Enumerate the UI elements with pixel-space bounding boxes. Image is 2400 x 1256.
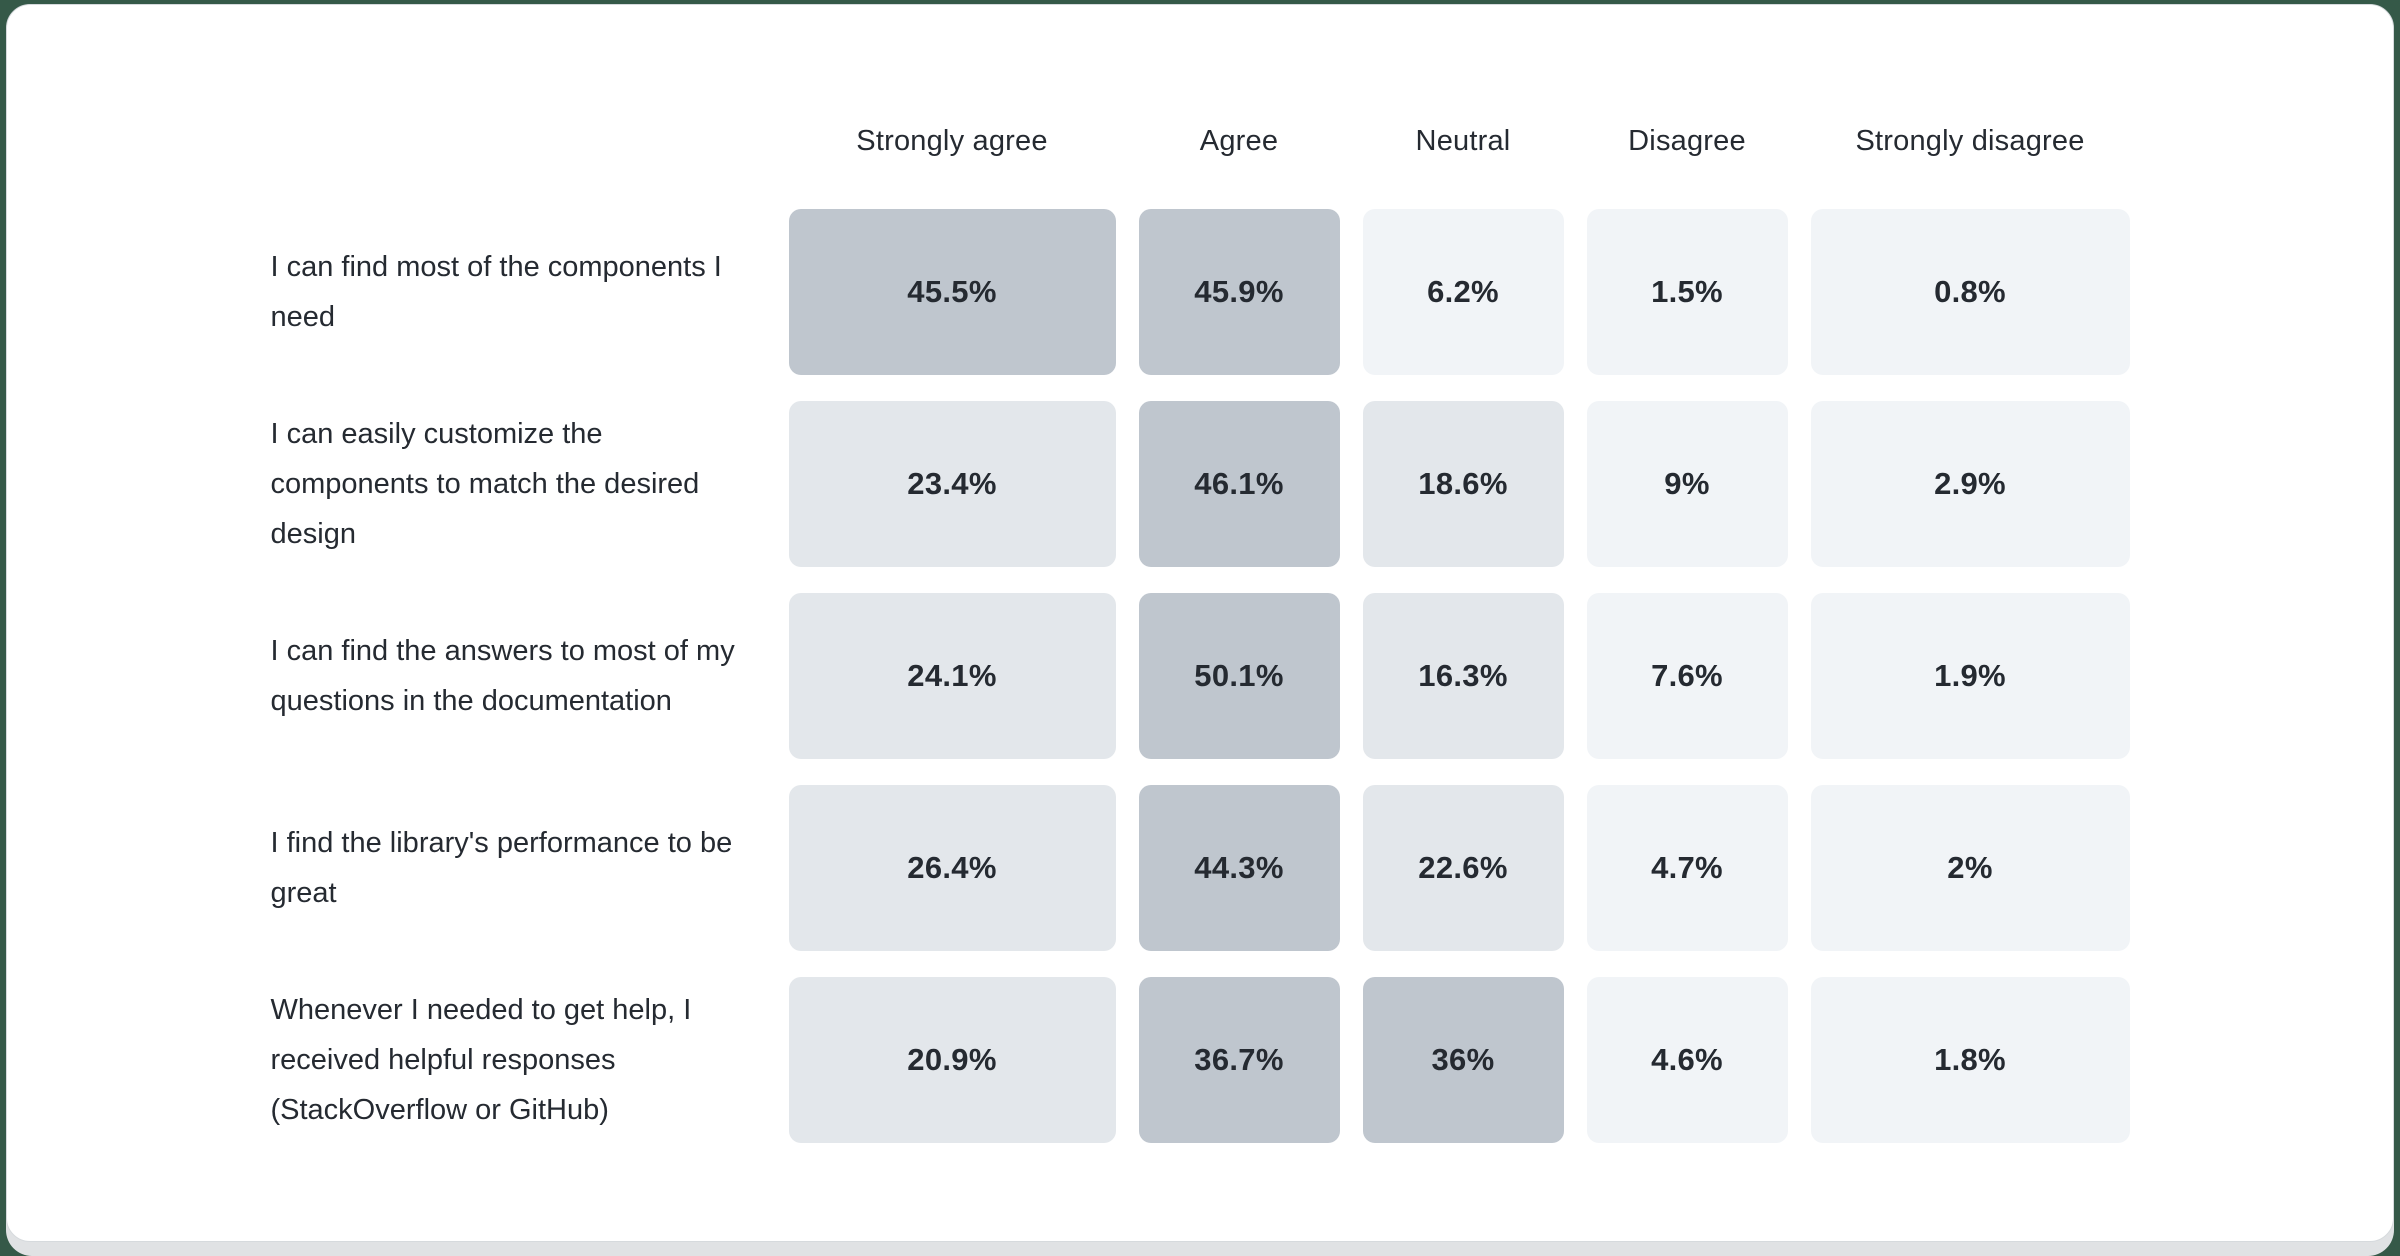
heatmap-cell: 18.6%	[1362, 401, 1564, 567]
heatmap-cell: 6.2%	[1362, 209, 1564, 375]
heatmap-cell: 1.5%	[1586, 209, 1788, 375]
column-header: Strongly agree	[856, 124, 1048, 157]
heatmap-cell: 2%	[1810, 785, 2130, 951]
column-header: Neutral	[1415, 124, 1511, 157]
heatmap-cell: 46.1%	[1138, 401, 1340, 567]
heatmap-cell: 2.9%	[1810, 401, 2130, 567]
column-header: Agree	[1199, 124, 1279, 157]
heatmap-cell: 4.7%	[1586, 785, 1788, 951]
heatmap-cell: 16.3%	[1362, 593, 1564, 759]
heatmap-cell: 50.1%	[1138, 593, 1340, 759]
heatmap-cell: 9%	[1586, 401, 1788, 567]
heatmap-cell: 36%	[1362, 977, 1564, 1143]
survey-results-card: Strongly agree Agree Neutral Disagree Strong…	[6, 4, 2394, 1242]
row-label: I can easily customize the components to…	[270, 418, 700, 550]
heatmap-cell: 1.9%	[1810, 593, 2130, 759]
column-header: Disagree	[1628, 124, 1746, 157]
column-header: Strongly disagree	[1855, 124, 2085, 157]
heatmap-cell: 22.6%	[1362, 785, 1564, 951]
heatmap-cell: 7.6%	[1586, 593, 1788, 759]
heatmap-cell: 20.9%	[788, 977, 1116, 1143]
heatmap-cell: 26.4%	[788, 785, 1116, 951]
survey-heatmap-table: Strongly agree Agree Neutral Disagree Strong…	[271, 99, 2130, 1143]
heatmap-cell: 45.5%	[788, 209, 1116, 375]
heatmap-cell: 1.8%	[1810, 977, 2130, 1143]
row-label: Whenever I needed to get help, I receive…	[270, 994, 692, 1126]
table-corner-spacer	[271, 99, 766, 183]
heatmap-cell: 44.3%	[1138, 785, 1340, 951]
heatmap-cell: 36.7%	[1138, 977, 1340, 1143]
row-label: I can find most of the components I need	[270, 251, 722, 333]
heatmap-cell: 0.8%	[1810, 209, 2130, 375]
heatmap-cell: 23.4%	[788, 401, 1116, 567]
heatmap-cell: 24.1%	[788, 593, 1116, 759]
heatmap-cell: 4.6%	[1586, 977, 1788, 1143]
heatmap-cell: 45.9%	[1138, 209, 1340, 375]
row-label: I find the library's performance to be g…	[270, 827, 733, 909]
row-label: I can find the answers to most of my que…	[270, 635, 735, 717]
